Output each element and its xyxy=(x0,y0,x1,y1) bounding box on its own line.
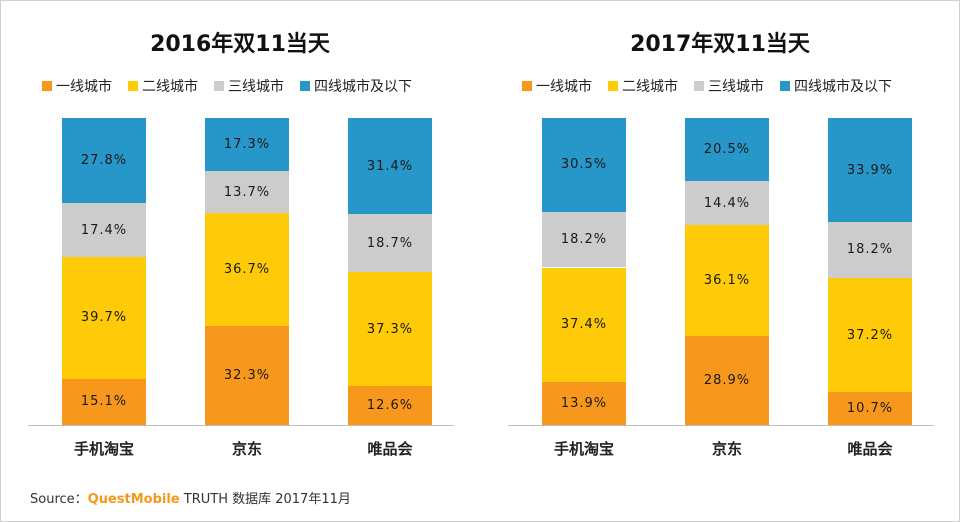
source-prefix: Source： xyxy=(30,492,88,507)
bar-segment-tier2: 37.4% xyxy=(542,267,626,383)
legend-swatch-tier4 xyxy=(780,81,790,91)
bar-2: 12.6% 37.3% 18.7% 31.4% xyxy=(348,118,432,425)
category-label: 京东 xyxy=(231,440,262,458)
chart-title: 2017年双11当天 xyxy=(630,32,810,57)
bar-segment-tier4: 33.9% xyxy=(828,118,912,223)
bar-segment-tier1: 13.9% xyxy=(542,382,626,425)
bar-segment-tier3: 18.2% xyxy=(542,211,626,268)
bar-1: 32.3% 36.7% 13.7% 17.3% xyxy=(205,118,289,425)
bar-segment-tier1: 32.3% xyxy=(205,325,289,425)
data-label: 33.9% xyxy=(846,162,894,178)
legend-label: 四线城市及以下 xyxy=(314,79,412,95)
bar-segment-tier4: 27.8% xyxy=(62,118,146,204)
bar-segment-tier2: 36.1% xyxy=(685,225,769,337)
plot-area: 15.1% 39.7% 17.4% 27.8% 手机淘宝 32.3% 36.7% 13.7% 1… xyxy=(28,118,454,458)
data-label: 30.5% xyxy=(560,157,608,173)
legend-label: 一线城市 xyxy=(536,79,592,95)
category-label: 京东 xyxy=(711,440,742,458)
bar-segment-tier2: 37.3% xyxy=(348,271,432,387)
data-label: 13.9% xyxy=(560,396,608,412)
category-label: 唯品会 xyxy=(847,440,893,458)
bar-segment-tier3: 18.2% xyxy=(828,222,912,278)
plot-area: 13.9% 37.4% 18.2% 30.5% 手机淘宝 28.9% 36.1% 14.4% 2… xyxy=(508,118,934,458)
data-label: 28.9% xyxy=(703,373,751,389)
data-label: 17.3% xyxy=(223,137,271,153)
source-suffix: TRUTH 数据库 2017年11月 xyxy=(179,492,351,507)
data-label: 37.4% xyxy=(560,317,608,333)
legend-swatch-tier3 xyxy=(694,81,704,91)
bar-segment-tier1: 10.7% xyxy=(828,392,912,425)
legend-swatch-tier2 xyxy=(128,81,138,91)
legend: 一线城市 二线城市 三线城市 四线城市及以下 xyxy=(522,76,908,96)
legend-item-tier3: 三线城市 xyxy=(694,76,764,96)
data-label: 18.7% xyxy=(366,235,414,251)
bar-segment-tier1: 15.1% xyxy=(62,378,146,425)
bar-0: 15.1% 39.7% 17.4% 27.8% xyxy=(62,118,146,425)
legend-item-tier1: 一线城市 xyxy=(522,76,592,96)
legend-label: 二线城市 xyxy=(622,79,678,95)
chart-2017: 2017年双11当天 一线城市 二线城市 三线城市 四线城市及以下 13.9% 3… xyxy=(480,0,960,470)
bar-segment-tier2: 37.2% xyxy=(828,277,912,393)
legend-swatch-tier3 xyxy=(214,81,224,91)
bar-segment-tier4: 31.4% xyxy=(348,118,432,215)
data-label: 15.1% xyxy=(80,394,128,410)
data-label: 10.7% xyxy=(846,401,894,417)
chart-title: 2016年双11当天 xyxy=(150,32,330,57)
legend-item-tier2: 二线城市 xyxy=(128,76,198,96)
data-label: 32.3% xyxy=(223,367,271,383)
data-label: 39.7% xyxy=(80,310,128,326)
legend-item-tier4: 四线城市及以下 xyxy=(780,76,892,96)
bar-segment-tier2: 39.7% xyxy=(62,256,146,379)
bar-2: 10.7% 37.2% 18.2% 33.9% xyxy=(828,118,912,425)
category-label: 手机淘宝 xyxy=(73,440,134,458)
legend-label: 一线城市 xyxy=(56,79,112,95)
category-label: 唯品会 xyxy=(367,440,413,458)
bar-0: 13.9% 37.4% 18.2% 30.5% xyxy=(542,118,626,425)
x-axis-line xyxy=(28,425,454,426)
bar-segment-tier3: 17.4% xyxy=(62,203,146,257)
bar-segment-tier4: 17.3% xyxy=(205,118,289,172)
bar-segment-tier3: 14.4% xyxy=(685,181,769,226)
legend-swatch-tier2 xyxy=(608,81,618,91)
bar-segment-tier3: 13.7% xyxy=(205,171,289,214)
legend-swatch-tier1 xyxy=(522,81,532,91)
legend-label: 四线城市及以下 xyxy=(794,79,892,95)
legend-label: 三线城市 xyxy=(708,79,764,95)
x-axis-line xyxy=(508,425,934,426)
data-label: 18.2% xyxy=(560,232,608,248)
bar-segment-tier2: 36.7% xyxy=(205,213,289,326)
legend-item-tier1: 一线城市 xyxy=(42,76,112,96)
data-label: 13.7% xyxy=(223,184,271,200)
legend-swatch-tier4 xyxy=(300,81,310,91)
legend-label: 三线城市 xyxy=(228,79,284,95)
source-brand: QuestMobile xyxy=(87,492,180,507)
bar-segment-tier3: 18.7% xyxy=(348,214,432,272)
data-label: 36.7% xyxy=(223,261,271,277)
legend-item-tier3: 三线城市 xyxy=(214,76,284,96)
bar-segment-tier1: 28.9% xyxy=(685,336,769,425)
legend: 一线城市 二线城市 三线城市 四线城市及以下 xyxy=(42,76,428,96)
data-label: 27.8% xyxy=(80,153,128,169)
legend-label: 二线城市 xyxy=(142,79,198,95)
data-label: 36.1% xyxy=(703,273,751,289)
data-label: 18.2% xyxy=(846,242,894,258)
legend-swatch-tier1 xyxy=(42,81,52,91)
source-note: Source：QuestMobile TRUTH 数据库 2017年11月 xyxy=(30,488,351,507)
data-label: 17.4% xyxy=(80,222,128,238)
data-label: 12.6% xyxy=(366,398,414,414)
bar-1: 28.9% 36.1% 14.4% 20.5% xyxy=(685,118,769,425)
data-label: 20.5% xyxy=(703,142,751,158)
data-label: 14.4% xyxy=(703,195,751,211)
bar-segment-tier4: 20.5% xyxy=(685,118,769,182)
legend-item-tier2: 二线城市 xyxy=(608,76,678,96)
data-label: 31.4% xyxy=(366,158,414,174)
data-label: 37.2% xyxy=(846,327,894,343)
chart-2016: 2016年双11当天 一线城市 二线城市 三线城市 四线城市及以下 15.1% 3… xyxy=(0,0,480,470)
category-label: 手机淘宝 xyxy=(553,440,614,458)
legend-item-tier4: 四线城市及以下 xyxy=(300,76,412,96)
bar-segment-tier1: 12.6% xyxy=(348,386,432,425)
data-label: 37.3% xyxy=(366,321,414,337)
bar-segment-tier4: 30.5% xyxy=(542,118,626,212)
